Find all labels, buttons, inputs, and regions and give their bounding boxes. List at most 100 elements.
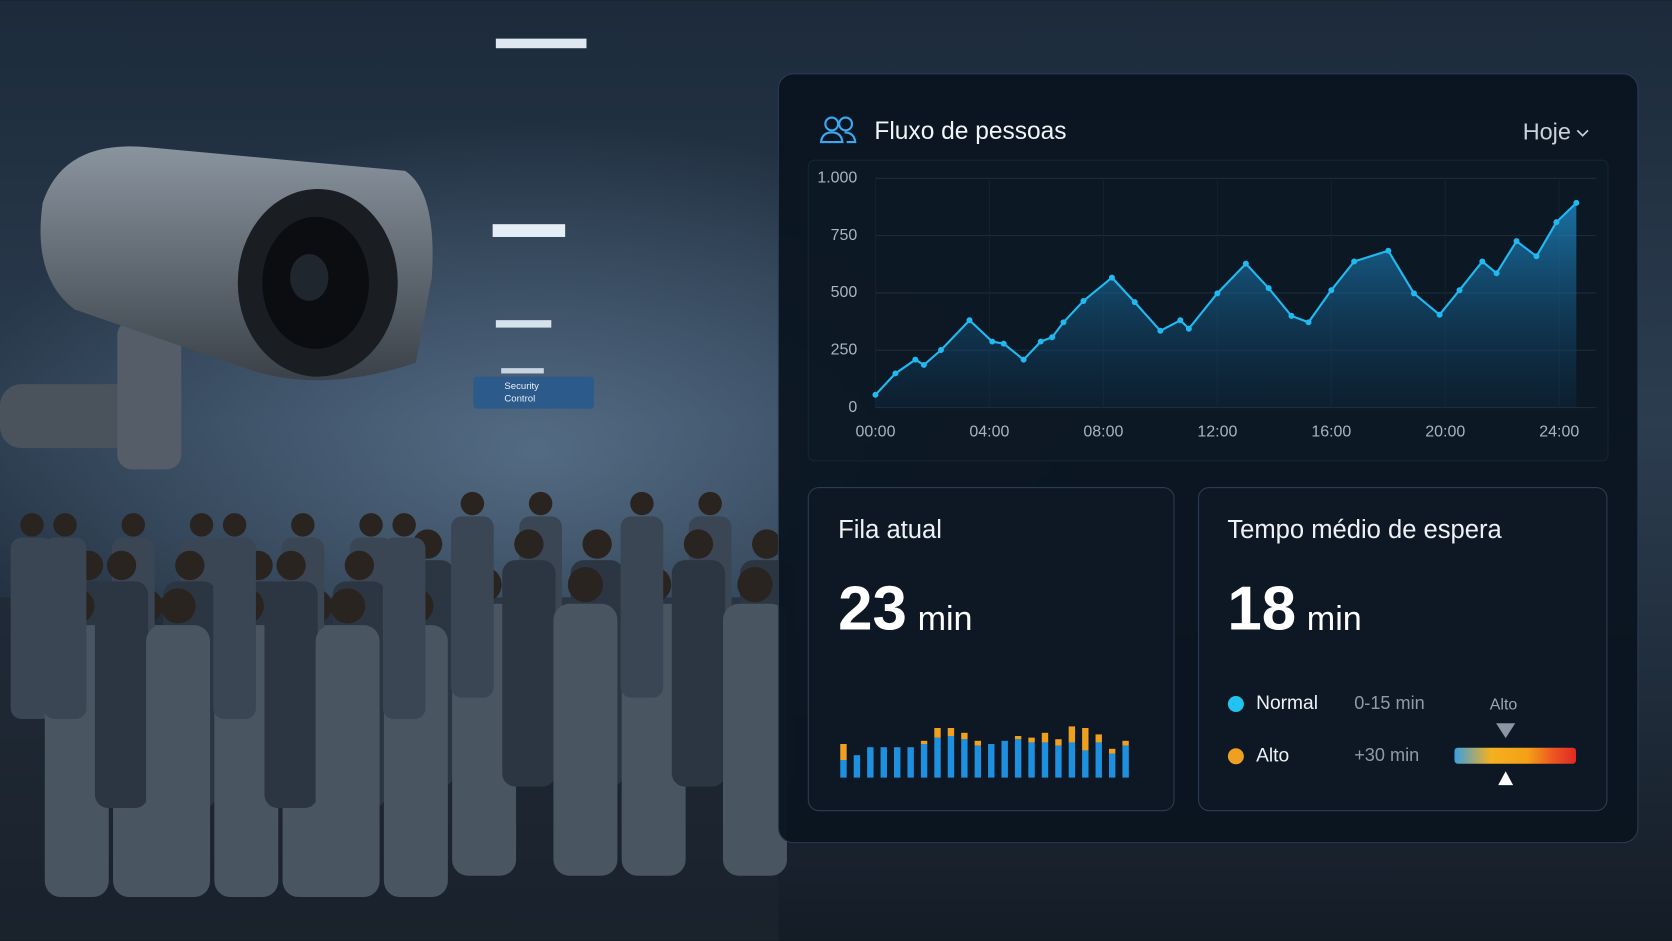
data-point <box>1513 238 1520 245</box>
card-title: Fila atual <box>838 516 942 544</box>
person-body <box>671 560 726 787</box>
period-selector[interactable]: Hoje <box>1523 119 1571 145</box>
person-head <box>330 588 366 624</box>
people-icon <box>819 116 857 144</box>
sign-text: Security <box>504 381 539 392</box>
queue-bar <box>1041 732 1049 743</box>
queue-bar <box>961 739 968 778</box>
card-unit: min <box>918 600 973 638</box>
ceiling-light <box>495 38 587 49</box>
y-tick-label: 0 <box>848 399 857 416</box>
queue-bar <box>894 747 901 778</box>
icon-head <box>838 116 854 132</box>
queue-bar <box>1028 737 1035 743</box>
data-point <box>1037 338 1044 345</box>
queue-bar <box>934 728 941 738</box>
queue-bar <box>1108 748 1116 754</box>
camera-mount <box>117 320 182 470</box>
gauge-label: Alto <box>1490 696 1518 713</box>
person-head <box>106 550 137 581</box>
x-tick-label: 20:00 <box>1425 423 1465 440</box>
legend-range: +30 min <box>1354 745 1419 765</box>
queue-bars <box>840 726 1129 778</box>
queue-bar <box>988 744 995 778</box>
x-tick-label: 04:00 <box>969 423 1009 440</box>
queue-bar <box>867 747 874 778</box>
wait-legend: Normal 0-15 min Alto +30 min <box>1227 693 1425 766</box>
person-head <box>175 550 205 581</box>
queue-bar <box>907 747 914 778</box>
y-tick-label: 750 <box>831 227 858 244</box>
person-head <box>20 513 44 537</box>
queue-bar <box>1068 742 1076 778</box>
queue-bar <box>920 740 928 745</box>
gauge-bar <box>1454 747 1577 764</box>
person-head <box>698 491 722 516</box>
queue-bar <box>974 745 982 778</box>
queue-bar <box>1082 728 1089 751</box>
icon-body <box>844 131 857 144</box>
data-point <box>1177 317 1184 324</box>
queue-bar <box>1041 742 1049 778</box>
queue-bar <box>1001 740 1008 778</box>
data-point <box>1573 199 1580 206</box>
data-point <box>1479 258 1486 265</box>
data-point <box>1436 311 1443 318</box>
person-body <box>94 581 149 808</box>
data-point <box>1157 327 1164 334</box>
camera-arm <box>0 384 150 449</box>
x-tick-label: 16:00 <box>1311 423 1351 440</box>
data-point <box>1410 290 1417 297</box>
data-point <box>892 370 899 377</box>
data-point <box>1351 258 1358 265</box>
queue-bar <box>840 760 847 778</box>
flow-chart: 0 250 500 750 1.000 00:00 04:00 08:00 12:00 16:00… <box>817 170 1597 440</box>
y-tick-label: 250 <box>831 341 858 358</box>
gauge-marker <box>1498 771 1514 786</box>
person-head <box>752 529 782 559</box>
queue-bar <box>1055 739 1062 746</box>
queue-bar <box>853 755 861 778</box>
dashboard-panel: Fluxo de pessoas Hoje 0 250 500 750 1.000 00:… <box>777 73 1639 844</box>
y-tick-label: 1.000 <box>817 170 857 187</box>
queue-bar <box>947 736 955 778</box>
person-head <box>567 567 604 603</box>
person-body <box>146 625 211 898</box>
person-body <box>382 537 426 719</box>
legend-label: Normal <box>1256 693 1318 714</box>
person-head <box>189 513 214 537</box>
data-point <box>1265 285 1272 292</box>
person-head <box>514 529 544 559</box>
queue-bar <box>947 728 955 737</box>
person-head <box>291 513 315 537</box>
legend-range: 0-15 min <box>1354 693 1424 713</box>
person-head <box>359 513 383 537</box>
queue-bar <box>1082 750 1089 778</box>
person-body <box>553 603 618 876</box>
person-body <box>451 516 494 698</box>
data-point <box>937 347 944 354</box>
person-head <box>630 491 654 516</box>
queue-bar <box>1122 740 1129 746</box>
person-head <box>392 513 416 537</box>
person-body <box>620 516 664 698</box>
data-point <box>1385 247 1392 254</box>
queue-bar <box>1028 742 1035 778</box>
person-head <box>683 529 714 559</box>
person-body <box>43 537 87 719</box>
data-point <box>966 317 973 324</box>
person-head <box>121 513 146 537</box>
person-body <box>10 537 54 719</box>
data-point <box>1553 219 1560 226</box>
queue-bar <box>1095 734 1102 743</box>
legend-dot <box>1227 696 1244 713</box>
card-value: 23 <box>838 575 907 644</box>
ceiling-light <box>501 368 544 374</box>
person-head <box>53 513 77 537</box>
person-body <box>315 625 380 898</box>
person-head <box>160 588 196 624</box>
person-head <box>582 529 612 559</box>
area-fill <box>875 202 1577 408</box>
data-point <box>1493 270 1500 277</box>
